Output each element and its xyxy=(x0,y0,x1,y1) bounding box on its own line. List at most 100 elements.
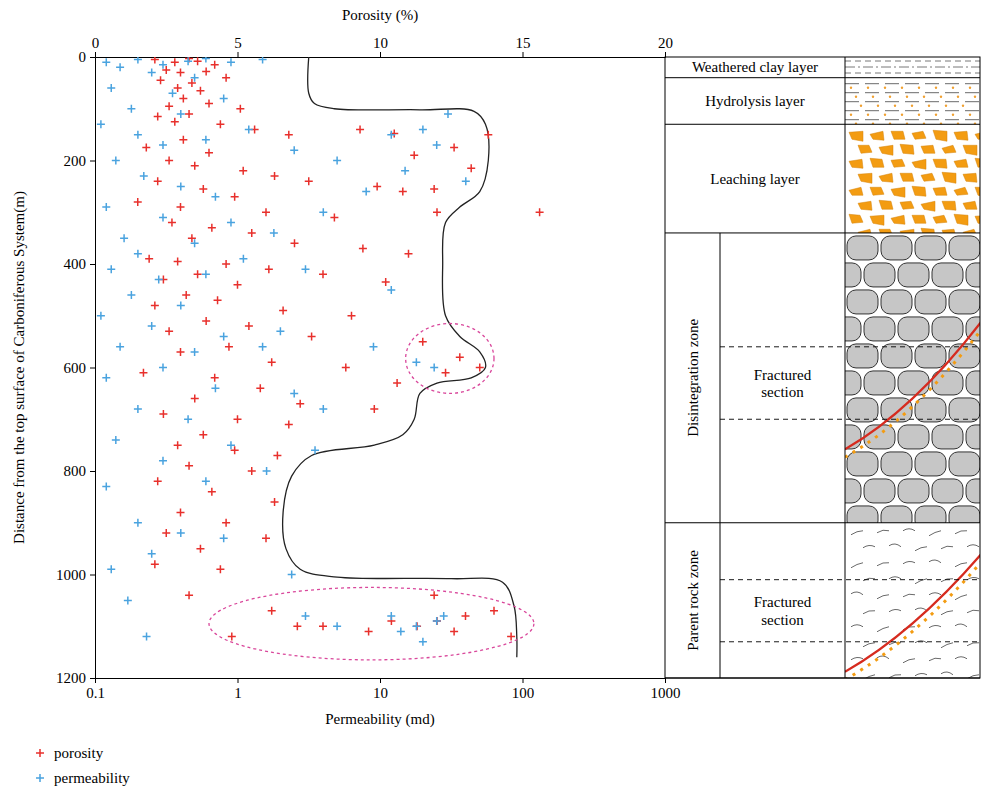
point xyxy=(393,379,401,387)
rock-block xyxy=(864,317,895,341)
rock-block xyxy=(847,398,878,422)
point xyxy=(433,208,441,216)
layer-pattern xyxy=(845,529,980,678)
tick: 0.1 xyxy=(86,678,105,701)
point xyxy=(387,612,395,620)
parent-rock-stroke xyxy=(903,659,915,663)
point xyxy=(311,446,319,454)
parent-rock-stroke xyxy=(929,658,941,661)
parent-rock-stroke xyxy=(915,608,927,611)
leaching-fragment xyxy=(963,173,977,182)
leaching-fragment xyxy=(975,158,980,167)
leaching-fragment xyxy=(954,159,968,167)
envelope xyxy=(283,57,517,657)
legend-label: permeability xyxy=(54,770,130,786)
parent-rock-stroke xyxy=(889,577,901,579)
point xyxy=(191,74,199,82)
rock-block xyxy=(847,506,878,523)
hydrolysis-dot xyxy=(850,114,852,116)
hydrolysis-dot xyxy=(923,96,925,98)
parent-rock-stroke xyxy=(851,592,863,595)
parent-rock-stroke xyxy=(877,656,889,659)
layer-label: Weathered clay layer xyxy=(692,59,818,75)
leaching-fragment xyxy=(849,214,863,223)
rock-block xyxy=(845,317,861,341)
point xyxy=(293,622,301,630)
rock-block xyxy=(949,506,980,523)
point xyxy=(291,239,299,247)
y-axis-line xyxy=(90,58,96,679)
leaching-fragment xyxy=(858,145,872,153)
tick-label: 5 xyxy=(234,35,242,51)
tick-mark xyxy=(90,57,95,58)
point xyxy=(430,364,438,372)
rock-block xyxy=(881,236,912,260)
point xyxy=(159,61,167,69)
leaching-fragment xyxy=(975,215,980,224)
point xyxy=(342,364,350,372)
point xyxy=(182,291,190,299)
point xyxy=(169,89,177,97)
parent-rock-stroke xyxy=(955,563,967,567)
rock-block xyxy=(966,425,980,449)
point xyxy=(222,519,230,527)
point xyxy=(211,384,219,392)
point xyxy=(290,389,298,397)
tick: 10 xyxy=(373,35,388,57)
column-divider xyxy=(845,57,846,678)
hydrolysis-dot xyxy=(884,114,886,116)
point xyxy=(134,57,142,64)
column-frame xyxy=(665,57,980,678)
hydrolysis-line xyxy=(845,101,980,102)
point xyxy=(467,164,475,172)
section-label: Fracturedsection xyxy=(754,594,812,627)
tick-label: 10 xyxy=(373,35,388,51)
point xyxy=(356,125,364,133)
tick-label: 800 xyxy=(64,463,87,479)
point xyxy=(199,185,207,193)
point xyxy=(116,343,124,351)
section-label-line: section xyxy=(761,384,804,400)
section-boundary xyxy=(720,346,980,347)
x-axis-title: Permeability (md) xyxy=(325,711,435,728)
point xyxy=(490,607,498,615)
zone-divider xyxy=(720,233,721,523)
point xyxy=(174,441,182,449)
parent-rock-stroke xyxy=(929,531,941,536)
point xyxy=(462,177,470,185)
leaching-fragment xyxy=(933,187,947,195)
point xyxy=(248,229,256,237)
fault-line xyxy=(845,550,980,672)
point xyxy=(185,591,193,599)
leaching-fragment xyxy=(975,187,980,197)
x2-axis-line xyxy=(96,52,666,58)
point xyxy=(202,317,210,325)
tick: 1 xyxy=(234,678,242,701)
point xyxy=(413,622,421,630)
fault-line xyxy=(845,317,980,449)
hydrolysis-dot xyxy=(894,105,896,107)
tick-label: 0 xyxy=(79,49,87,65)
tick-mark xyxy=(380,52,381,57)
point xyxy=(319,208,327,216)
point xyxy=(412,358,420,366)
rock-block xyxy=(898,479,929,503)
point xyxy=(159,141,167,149)
hydrolysis-dot xyxy=(867,87,869,89)
point xyxy=(134,198,142,206)
rock-block xyxy=(949,290,980,314)
point xyxy=(373,182,381,190)
point xyxy=(401,167,409,175)
parent-rock-stroke xyxy=(955,624,967,627)
point xyxy=(177,301,185,309)
highlight-ellipse xyxy=(209,587,534,659)
rock-block xyxy=(932,263,963,287)
clay-line xyxy=(845,67,980,68)
point xyxy=(208,224,216,232)
parent-rock-stroke xyxy=(877,595,889,599)
point xyxy=(271,498,279,506)
parent-rock-stroke xyxy=(941,672,953,675)
leaching-fragment xyxy=(942,145,956,153)
point xyxy=(205,149,213,157)
tick: 5 xyxy=(234,35,242,57)
